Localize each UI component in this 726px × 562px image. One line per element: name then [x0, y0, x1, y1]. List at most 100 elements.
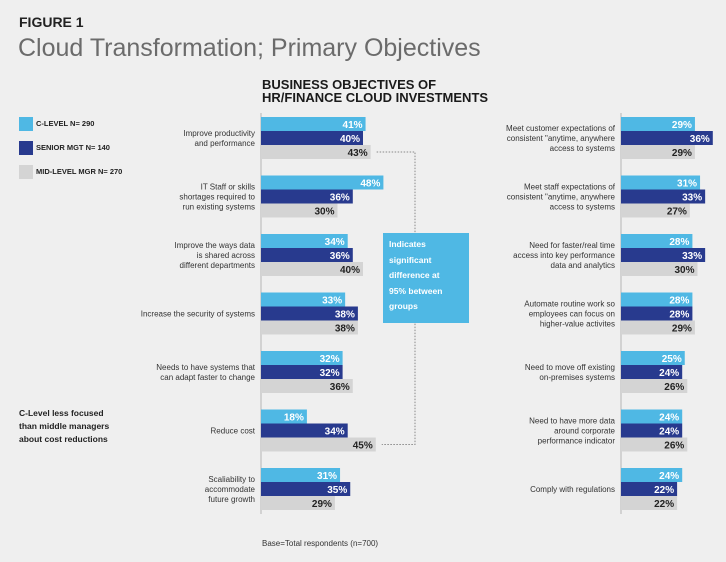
data-label: 33% [322, 296, 342, 307]
category-label: around corporate [554, 427, 615, 436]
data-label: 28% [669, 237, 689, 248]
category-label: can adapt faster to change [160, 373, 255, 382]
annotation-note: C-Level less focused than middle manager… [19, 407, 109, 446]
bar-mid-level-mgr [261, 379, 353, 393]
chart-subtitle: BUSINESS OBJECTIVES OF HR/FINANCE CLOUD … [262, 78, 488, 104]
bar-mid-level-mgr [621, 145, 695, 159]
legend-swatch-c-level [19, 117, 33, 131]
data-label: 24% [659, 427, 679, 438]
data-label: 45% [353, 441, 373, 452]
category-label: and performance [195, 139, 256, 148]
category-label: employees can focus on [529, 310, 615, 319]
bar-senior-mgt [621, 248, 706, 262]
data-label: 40% [340, 134, 360, 145]
bar-c-level [621, 234, 693, 248]
bar-c-level [621, 351, 685, 365]
legend-swatch-mid-level-mgr [19, 165, 33, 179]
data-label: 35% [327, 485, 347, 496]
legend-swatch-senior-mgt [19, 141, 33, 155]
bar-senior-mgt [261, 131, 363, 145]
callout-line: 95% between [389, 285, 443, 296]
bar-mid-level-mgr [621, 379, 688, 393]
bar-senior-mgt [261, 189, 353, 204]
bar-mid-level-mgr [621, 262, 698, 276]
category-label: Need to have more data [529, 417, 615, 426]
data-label: 36% [330, 382, 350, 393]
category-label: consistent "anytime, anywhere [507, 193, 616, 202]
bar-senior-mgt [621, 423, 683, 438]
data-label: 24% [659, 471, 679, 482]
data-label: 25% [662, 354, 682, 365]
significance-callout: Indicates significant difference at 95% … [383, 233, 469, 323]
subtitle-line: BUSINESS OBJECTIVES OF [262, 77, 437, 92]
bar-c-level [261, 351, 343, 365]
bar-c-level [621, 117, 695, 131]
bar-c-level [621, 175, 701, 190]
category-label: Need for faster/real time [529, 241, 615, 250]
data-label: 22% [654, 499, 674, 510]
subtitle-line: HR/FINANCE CLOUD INVESTMENTS [262, 90, 489, 105]
data-label: 30% [674, 265, 694, 276]
significance-bracket [376, 151, 416, 445]
data-label: 40% [340, 265, 360, 276]
data-label: 43% [348, 148, 368, 159]
note-line: about cost reductions [19, 434, 108, 444]
data-label: 30% [314, 207, 334, 218]
category-label: Scaliability to [208, 475, 255, 484]
category-label: consistent "anytime, anywhere [507, 134, 616, 143]
bar-mid-level-mgr [261, 203, 338, 218]
legend-label: MID-LEVEL MGR N= 270 [36, 167, 123, 176]
category-label: access to systems [550, 144, 615, 153]
data-label: 33% [682, 193, 702, 204]
data-label: 31% [317, 471, 337, 482]
data-label: 36% [330, 193, 350, 204]
bar-senior-mgt [621, 131, 713, 145]
bar-c-level [621, 468, 683, 482]
data-label: 38% [335, 310, 355, 321]
category-label: access into key performance [513, 251, 615, 260]
data-label: 26% [664, 382, 684, 393]
category-label: performance indicator [538, 437, 616, 446]
bar-mid-level-mgr [621, 437, 688, 452]
category-label: Needs to have systems that [156, 363, 255, 372]
callout-line: difference at [389, 270, 440, 280]
data-label: 48% [360, 179, 380, 190]
data-label: 32% [320, 368, 340, 379]
category-label: future growth [208, 495, 255, 504]
bar-mid-level-mgr [261, 496, 335, 510]
category-label: Increase the security of systems [141, 310, 255, 319]
bar-senior-mgt [261, 248, 353, 262]
data-label: 28% [669, 296, 689, 307]
category-label: Comply with regulations [530, 485, 615, 494]
data-label: 32% [320, 354, 340, 365]
bar-c-level [261, 292, 346, 307]
category-label: Meet staff expectations of [524, 183, 616, 192]
data-label: 41% [343, 120, 363, 131]
category-label: Improve productivity [183, 129, 255, 138]
data-label: 29% [672, 148, 692, 159]
category-label: data and analytics [551, 261, 616, 270]
bar-mid-level-mgr [261, 262, 363, 276]
category-label: Need to move off existing [525, 363, 615, 372]
category-label: is shared across [197, 251, 255, 260]
base-note: Base=Total respondents (n=700) [262, 539, 379, 548]
data-label: 36% [330, 251, 350, 262]
category-label: IT Staff or skills [201, 183, 255, 192]
bar-mid-level-mgr [621, 496, 678, 510]
bar-mid-level-mgr [621, 320, 695, 335]
category-label: higher-value activites [540, 320, 615, 329]
callout-line: groups [389, 301, 418, 311]
data-label: 26% [664, 441, 684, 452]
page-title: Cloud Transformation; Primary Objectives [18, 34, 481, 62]
data-label: 28% [669, 310, 689, 321]
data-label: 18% [284, 413, 304, 424]
category-label: access to systems [550, 203, 615, 212]
data-label: 29% [672, 120, 692, 131]
category-label: different departments [180, 261, 255, 270]
category-label: shortages required to [179, 193, 255, 202]
data-label: 38% [335, 324, 355, 335]
data-label: 24% [659, 413, 679, 424]
bar-c-level [621, 409, 683, 424]
data-label: 24% [659, 368, 679, 379]
